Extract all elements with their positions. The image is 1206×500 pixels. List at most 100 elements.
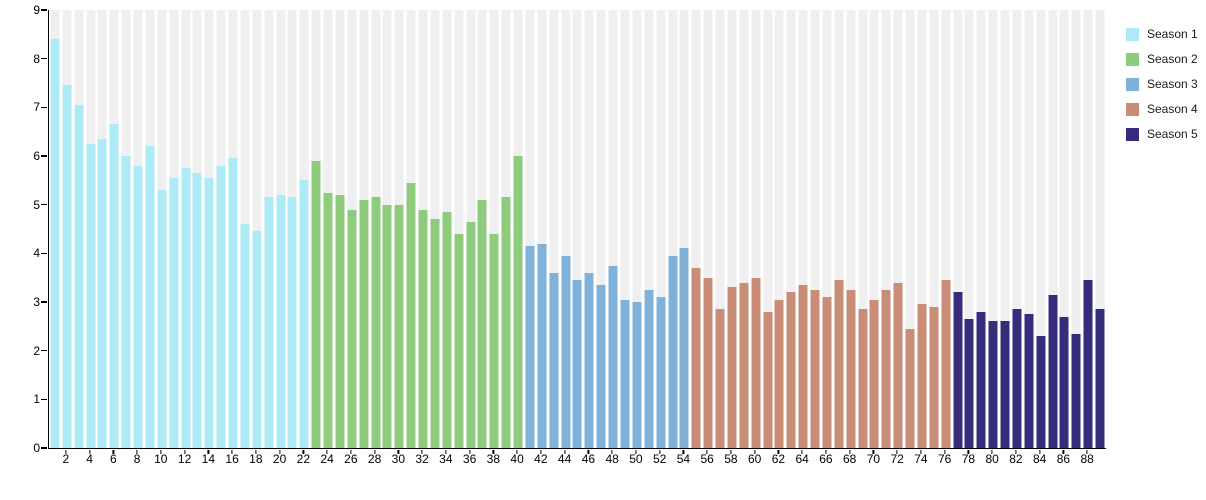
episode-slot	[583, 10, 595, 448]
episode-bar	[466, 221, 476, 448]
episode-background-bar	[679, 10, 689, 448]
x-tick-label: 16	[225, 452, 239, 466]
x-tick-mark	[88, 449, 91, 454]
episode-bar	[869, 299, 879, 448]
episode-bar	[703, 277, 713, 448]
x-tick-label: 24	[320, 452, 334, 466]
x-tick-label: 88	[1080, 452, 1094, 466]
legend-label: Season 5	[1147, 127, 1198, 141]
x-tick-label: 28	[367, 452, 382, 466]
y-tick-label: 4	[33, 246, 40, 261]
legend-item-season-5: Season 5	[1126, 127, 1198, 141]
episode-background-bar	[1048, 10, 1058, 448]
episode-background-bar	[668, 10, 677, 448]
episode-bar	[204, 177, 214, 448]
x-tick-mark	[516, 449, 518, 454]
x-tick-mark	[920, 449, 922, 454]
episode-bar	[1048, 294, 1058, 448]
x-tick-label: 42	[534, 452, 548, 466]
episode-bar	[489, 233, 499, 448]
episode-bar	[109, 124, 119, 448]
episode-slot	[512, 10, 524, 448]
episode-slot	[655, 10, 667, 448]
episode-background-bar	[739, 10, 749, 448]
episode-bar	[335, 194, 345, 448]
x-tick-mark	[160, 449, 162, 454]
episode-bar	[1012, 309, 1022, 448]
episode-slot	[833, 10, 845, 448]
x-tick-label: 34	[439, 452, 453, 466]
episode-bar	[881, 289, 891, 448]
episode-background-bar	[489, 10, 499, 448]
episode-slot	[726, 10, 738, 448]
episode-bar	[121, 156, 131, 448]
x-tick-mark	[635, 449, 637, 454]
episode-slot	[453, 10, 465, 448]
episode-bar	[988, 321, 998, 448]
x-tick-label: 78	[961, 452, 976, 466]
y-tick-mark	[41, 204, 47, 206]
episode-background-bar	[537, 10, 547, 448]
x-tick-mark	[1062, 449, 1065, 454]
x-tick-label: 38	[486, 452, 501, 466]
x-tick-label: 40	[510, 452, 524, 466]
x-tick-label: 30	[391, 452, 406, 466]
episode-slot	[239, 10, 251, 448]
episode-slot	[417, 10, 429, 448]
episode-slot	[393, 10, 405, 448]
y-tick-label: 0	[33, 441, 40, 455]
episode-slot	[762, 10, 774, 448]
episode-bar	[216, 165, 226, 448]
x-tick-label: 44	[557, 452, 572, 466]
episode-bar	[763, 311, 773, 448]
legend-color-swatch	[1126, 102, 1139, 116]
episode-background-bar	[905, 10, 915, 448]
episode-slot	[441, 10, 453, 448]
episode-background-bar	[798, 10, 808, 448]
legend-color-swatch	[1126, 52, 1139, 66]
legend-color-swatch	[1126, 127, 1139, 141]
episode-slot	[619, 10, 631, 448]
legend-label: Season 4	[1147, 102, 1198, 116]
episode-slot	[1082, 10, 1094, 448]
x-tick-mark	[1015, 449, 1017, 454]
episode-bar	[608, 265, 618, 448]
episode-background-bar	[917, 10, 927, 448]
x-tick-mark	[421, 449, 423, 454]
episode-slot	[785, 10, 797, 448]
x-tick-label: 6	[109, 452, 117, 466]
x-tick-mark	[492, 449, 494, 454]
episode-background-bar	[1036, 10, 1046, 448]
episode-bar	[287, 197, 297, 448]
x-tick-mark	[326, 449, 328, 454]
episode-bar	[62, 85, 72, 448]
episode-slot	[1047, 10, 1059, 448]
episode-bar	[97, 138, 107, 448]
episode-background-bar	[620, 10, 630, 448]
episode-bar	[561, 255, 571, 448]
episode-background-bar	[549, 10, 559, 448]
y-tick-mark	[41, 301, 47, 303]
episode-bar	[858, 309, 868, 448]
episode-slot	[227, 10, 239, 448]
episode-bar	[549, 272, 559, 448]
y-tick-mark	[41, 252, 47, 254]
episode-background-bar	[656, 10, 666, 448]
x-tick-mark	[255, 449, 257, 454]
x-tick-mark	[1039, 449, 1041, 454]
x-tick-mark	[944, 449, 946, 454]
episode-slot	[678, 10, 690, 448]
episode-bar	[810, 289, 820, 448]
episode-bar	[834, 280, 844, 448]
episode-background-bar	[786, 10, 796, 448]
episode-background-bar	[1012, 10, 1022, 448]
episode-bar	[596, 284, 606, 448]
episode-bar	[584, 272, 594, 448]
x-tick-mark	[587, 449, 589, 454]
episode-slot	[1058, 10, 1070, 448]
x-tick-label: 70	[866, 452, 881, 466]
episode-background-bar	[454, 10, 464, 448]
x-tick-label: 36	[462, 452, 477, 466]
episode-slot	[275, 10, 287, 448]
episode-bar	[513, 156, 523, 448]
